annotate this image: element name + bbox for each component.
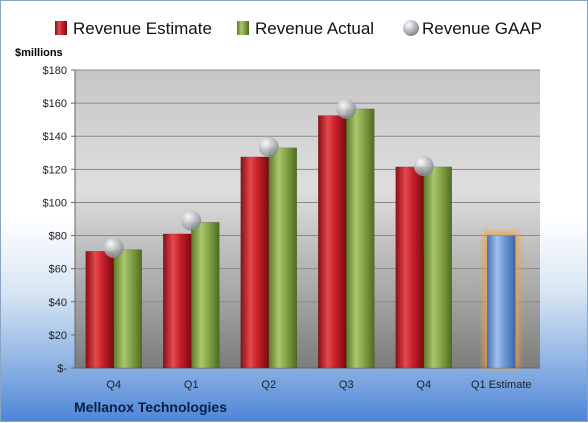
- y-tick-label: $160: [43, 98, 67, 110]
- revenue-actual-bar: [268, 147, 297, 369]
- revenue-gaap-marker: [103, 237, 124, 258]
- revenue-estimate-bar: [85, 251, 114, 369]
- y-tick-label: $180: [43, 65, 67, 77]
- y-tick-label: $80: [49, 231, 67, 243]
- revenue-actual-bar: [191, 222, 220, 369]
- legend-swatch: [237, 21, 249, 35]
- y-axis: $- $20 $40 $60 $80 $100 $120 $140 $160 $180: [43, 65, 76, 375]
- x-tick-label: Q2: [261, 379, 276, 391]
- x-axis: Q4 Q1 Q2 Q3 Q4 Q1 Estimate: [75, 367, 540, 391]
- y-axis-title: $millions: [15, 47, 63, 59]
- revenue-gaap-marker: [181, 210, 202, 231]
- x-tick-label: Q1 Estimate: [471, 379, 532, 391]
- y-tick-label: $140: [43, 131, 67, 143]
- revenue-gaap-marker: [336, 98, 357, 119]
- legend: Revenue Estimate Revenue Actual Revenue GA…: [55, 19, 542, 38]
- x-tick-label: Q3: [339, 379, 354, 391]
- revenue-estimate-bar: [318, 115, 347, 369]
- legend-swatch: [55, 21, 67, 35]
- legend-label: Revenue Actual: [255, 19, 374, 38]
- revenue-estimate-bar: [163, 233, 192, 369]
- legend-label: Revenue Estimate: [73, 19, 212, 38]
- revenue-estimate-bar: [240, 156, 269, 369]
- x-tick-label: Q4: [416, 379, 431, 391]
- bars: [85, 108, 520, 369]
- revenue-estimate-bar-q1: [487, 235, 516, 369]
- gaap-markers: [103, 98, 434, 258]
- gridlines: [75, 69, 540, 369]
- y-tick-label: $100: [43, 197, 67, 209]
- revenue-actual-bar: [346, 108, 375, 369]
- revenue-gaap-marker: [413, 156, 434, 177]
- revenue-actual-bar: [113, 249, 142, 369]
- legend-swatch: [403, 20, 419, 36]
- x-tick-label: Q4: [106, 379, 121, 391]
- company-name: Mellanox Technologies: [74, 399, 227, 415]
- revenue-gaap-marker: [258, 136, 279, 157]
- y-tick-label: $40: [49, 297, 67, 309]
- revenue-estimate-bar: [395, 166, 424, 369]
- y-tick-label: $120: [43, 164, 67, 176]
- plot-area: [75, 70, 540, 368]
- x-tick-label: Q1: [184, 379, 199, 391]
- y-tick-label: $-: [57, 363, 67, 375]
- revenue-actual-bar: [423, 166, 452, 369]
- legend-label: Revenue GAAP: [422, 19, 542, 38]
- y-tick-label: $20: [49, 330, 67, 342]
- y-tick-label: $60: [49, 264, 67, 276]
